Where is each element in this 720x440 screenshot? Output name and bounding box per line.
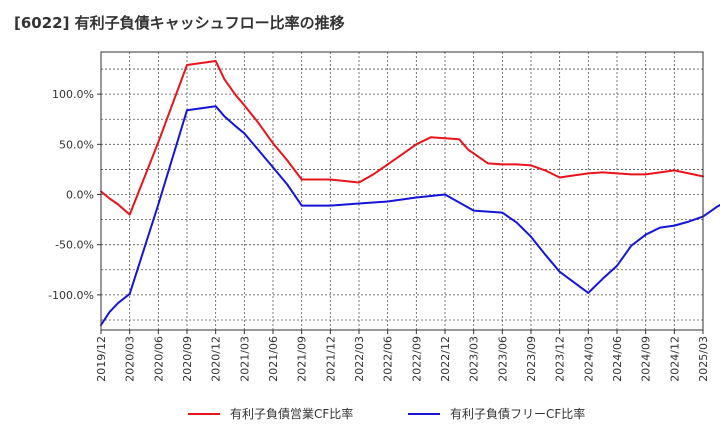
x-tick-label: 2024/03 [582, 336, 595, 382]
x-tick-label: 2025/03 [697, 336, 710, 382]
x-tick-label: 2019/12 [95, 336, 108, 382]
series-layer [100, 60, 720, 326]
x-tick-label: 2020/03 [124, 336, 137, 382]
x-tick-label: 2024/09 [640, 336, 653, 382]
x-tick-label: 2023/12 [554, 336, 567, 382]
x-tick-label: 2024/06 [611, 336, 624, 382]
x-tick-label: 2021/12 [324, 336, 337, 382]
x-axis: 2019/12 2020/03 2020/06 2020/09 2020/12 2021/… [95, 330, 710, 382]
y-tick-label: 50.0% [59, 138, 94, 151]
x-tick-label: 2022/06 [382, 336, 395, 382]
x-tick-label: 2020/09 [181, 336, 194, 382]
legend: 有利子負債営業CF比率 有利子負債フリーCF比率 [188, 406, 585, 421]
x-tick-label: 2021/09 [296, 336, 309, 382]
legend-label-1: 有利子負債営業CF比率 [230, 406, 353, 421]
legend-label-2: 有利子負債フリーCF比率 [450, 406, 585, 421]
y-tick-label: -100.0% [48, 289, 94, 302]
y-axis: 100.0% 50.0% 0.0% -50.0% -100.0% [48, 88, 101, 302]
y-tick-label: 100.0% [52, 88, 94, 101]
x-tick-label: 2021/03 [238, 336, 251, 382]
plot-frame [100, 51, 704, 331]
x-tick-label: 2023/06 [496, 336, 509, 382]
grid-lines [100, 52, 704, 330]
series-line-2 [100, 105, 720, 326]
x-tick-label: 2024/12 [668, 336, 681, 382]
y-tick-label: -50.0% [55, 239, 94, 252]
chart-title: [6022] 有利子負債キャッシュフロー比率の推移 [14, 14, 345, 32]
x-tick-label: 2022/12 [439, 336, 452, 382]
series-line-1 [100, 60, 704, 216]
x-tick-label: 2022/03 [353, 336, 366, 382]
y-tick-label: 0.0% [66, 189, 94, 202]
x-tick-label: 2023/09 [525, 336, 538, 382]
x-tick-label: 2020/06 [152, 336, 165, 382]
x-tick-label: 2023/03 [468, 336, 481, 382]
plot-border [100, 51, 704, 331]
x-tick-label: 2021/06 [267, 336, 280, 382]
x-tick-label: 2022/09 [410, 336, 423, 382]
x-tick-label: 2020/12 [210, 336, 223, 382]
